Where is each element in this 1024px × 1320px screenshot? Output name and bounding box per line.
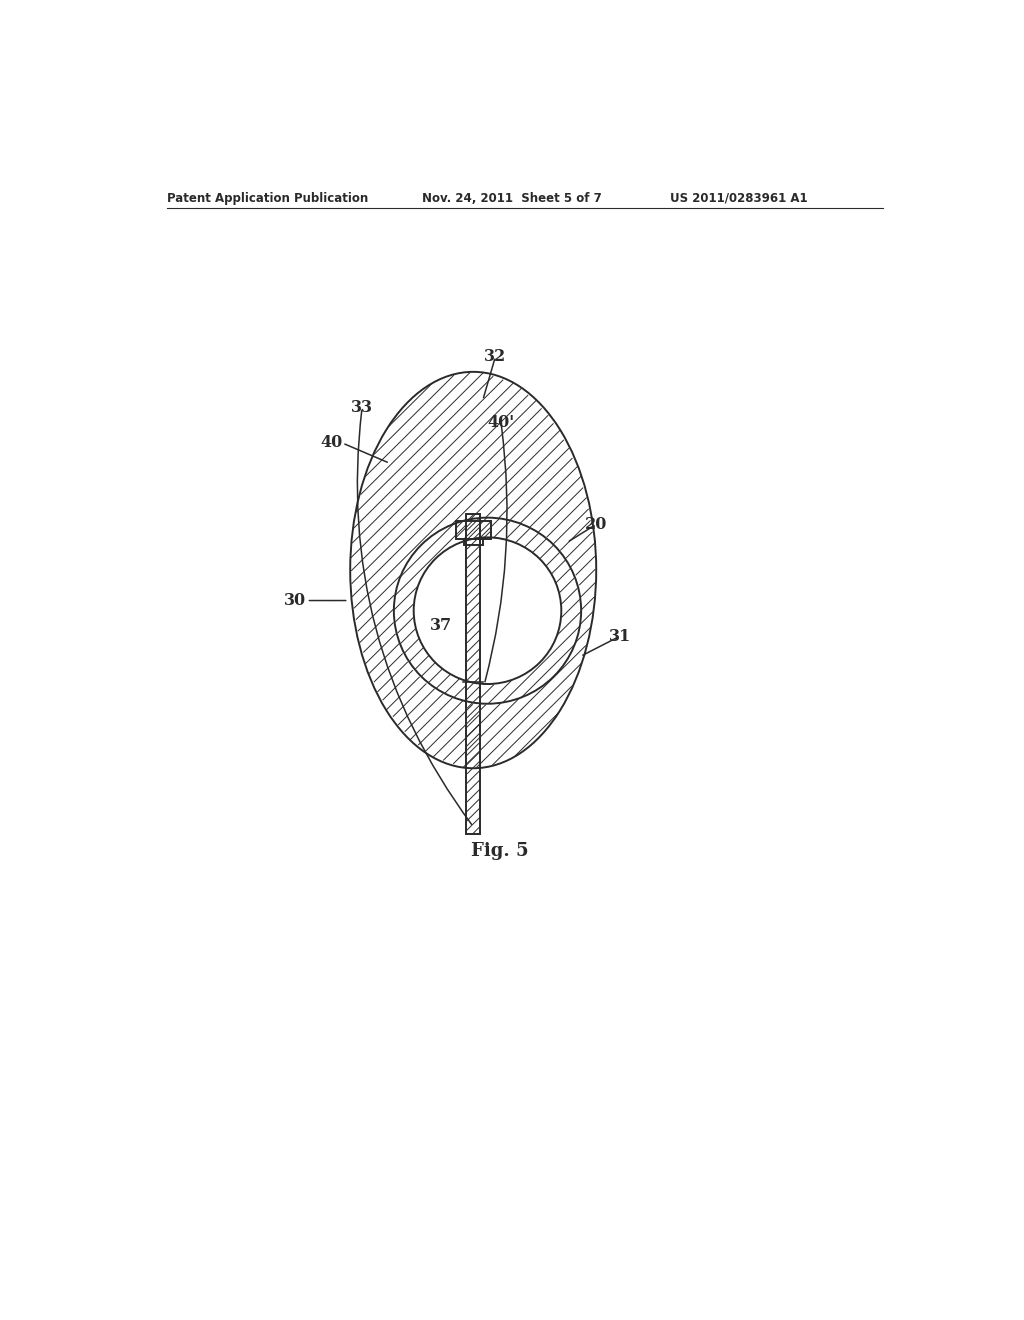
Bar (456, 520, 490, 539)
Text: 32: 32 (484, 348, 507, 366)
Text: 40': 40' (487, 414, 514, 432)
Bar (464, 539, 482, 545)
Text: 37: 37 (430, 618, 453, 635)
Text: 31: 31 (609, 627, 631, 644)
Text: Fig. 5: Fig. 5 (471, 842, 528, 861)
Text: Patent Application Publication: Patent Application Publication (167, 191, 368, 205)
Text: 20: 20 (585, 516, 607, 533)
Text: 40: 40 (321, 434, 342, 451)
Text: US 2011/0283961 A1: US 2011/0283961 A1 (671, 191, 808, 205)
Bar (466, 513, 480, 834)
Text: 30: 30 (285, 593, 306, 609)
Text: Nov. 24, 2011  Sheet 5 of 7: Nov. 24, 2011 Sheet 5 of 7 (423, 191, 602, 205)
Text: 33: 33 (351, 399, 373, 416)
